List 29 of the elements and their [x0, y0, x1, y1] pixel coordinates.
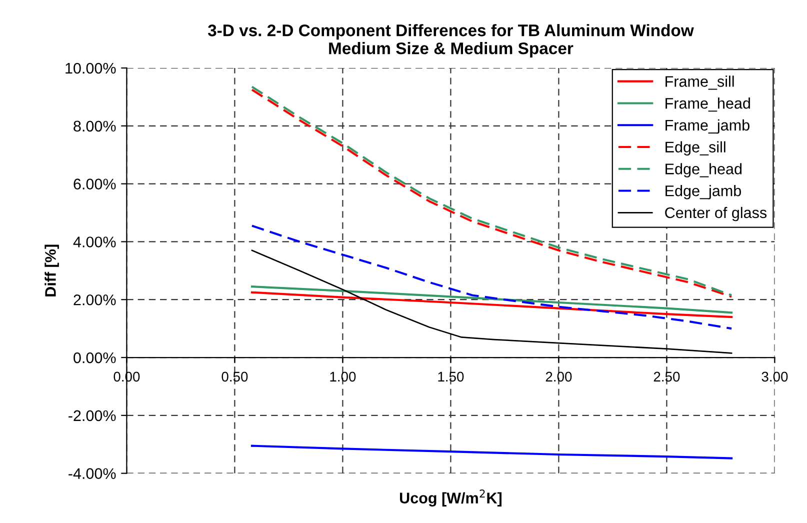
- line-series: [250, 291, 733, 318]
- legend-label: Edge_jamb: [666, 185, 741, 200]
- legend-label: Frame_head: [666, 98, 750, 112]
- y-tick-label: 0.00%: [74, 352, 116, 364]
- y-tick-label: 2.00%: [74, 294, 116, 306]
- y-tick-label: -2.00%: [68, 410, 116, 422]
- line-series: [251, 250, 732, 354]
- y-axis-title: Diff [%]: [44, 244, 59, 296]
- x-axis-title: Ucog [W/m$^{2}$K]: [400, 490, 502, 507]
- x-tick-label: 2.50: [654, 372, 680, 382]
- y-tick-label: -4.00%: [68, 468, 116, 479]
- y-tick-label: 8.00%: [74, 120, 116, 132]
- y-tick-label: 4.00%: [73, 236, 116, 248]
- legend-label: Edge_head: [666, 163, 742, 178]
- y-tick-label: 10.00%: [66, 62, 116, 74]
- y-tick-label: 6.00%: [74, 178, 116, 190]
- x-tick-label: 0.50: [222, 372, 248, 382]
- line-series: [250, 224, 733, 330]
- legend-label: Frame_jamb: [666, 119, 750, 134]
- chart-title: 3-D vs. 2-D Component Differences for TB Aluminum Window Medium Size & Medium Spacer: [208, 24, 694, 58]
- line-series: [250, 444, 733, 460]
- legend-label: Frame_sill: [666, 76, 734, 90]
- x-tick-label: 1.50: [438, 372, 464, 382]
- legend-label: Center of glass: [665, 206, 767, 222]
- legend-label: Edge_sill: [666, 141, 726, 156]
- x-tick-label: 2.00: [546, 372, 572, 382]
- line-series: [250, 286, 733, 314]
- x-tick-label: 3.00: [762, 372, 788, 382]
- x-tick-label: 1.00: [330, 372, 356, 382]
